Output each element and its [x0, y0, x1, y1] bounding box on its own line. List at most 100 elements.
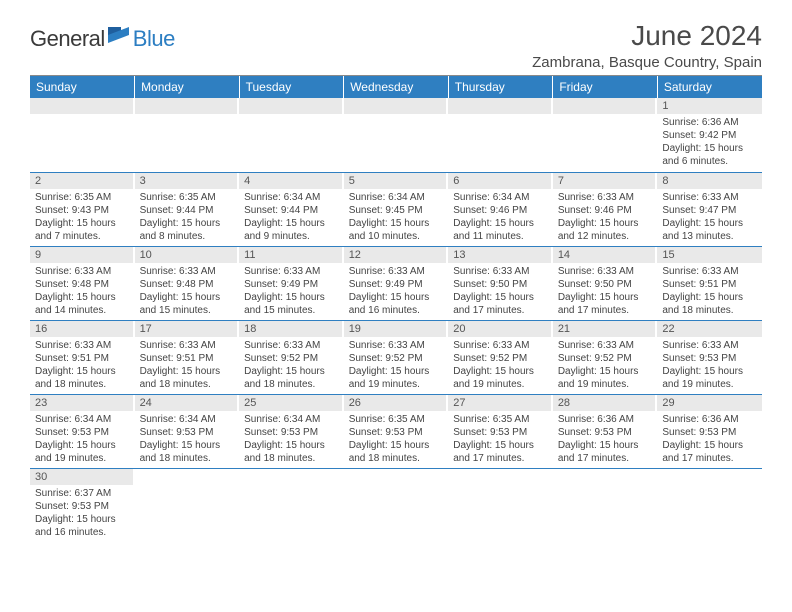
day-number: [30, 98, 134, 114]
daylight-text-1: Daylight: 15 hours: [244, 291, 338, 304]
day-number: [448, 98, 552, 114]
calendar-cell: 9Sunrise: 6:33 AMSunset: 9:48 PMDaylight…: [30, 246, 135, 320]
day-number: 13: [448, 247, 552, 263]
header: General Blue June 2024 Zambrana, Basque …: [30, 20, 762, 71]
day-number: 2: [30, 173, 134, 189]
calendar-cell: 17Sunrise: 6:33 AMSunset: 9:51 PMDayligh…: [135, 320, 240, 394]
daylight-text-1: Daylight: 15 hours: [453, 365, 547, 378]
day-details: Sunrise: 6:36 AMSunset: 9:53 PMDaylight:…: [553, 411, 657, 468]
sunset-text: Sunset: 9:50 PM: [558, 278, 652, 291]
sunrise-text: Sunrise: 6:33 AM: [35, 339, 129, 352]
logo-text-blue: Blue: [133, 26, 175, 52]
daylight-text-1: Daylight: 15 hours: [35, 365, 129, 378]
sunrise-text: Sunrise: 6:33 AM: [558, 191, 652, 204]
day-details: Sunrise: 6:33 AMSunset: 9:46 PMDaylight:…: [553, 189, 657, 246]
day-number: 30: [30, 469, 134, 485]
daylight-text-2: and 19 minutes.: [349, 378, 443, 391]
sunrise-text: Sunrise: 6:33 AM: [349, 265, 443, 278]
daylight-text-1: Daylight: 15 hours: [453, 217, 547, 230]
calendar-cell: 27Sunrise: 6:35 AMSunset: 9:53 PMDayligh…: [448, 394, 553, 468]
calendar-cell: 3Sunrise: 6:35 AMSunset: 9:44 PMDaylight…: [135, 172, 240, 246]
day-details: Sunrise: 6:33 AMSunset: 9:50 PMDaylight:…: [448, 263, 552, 320]
weekday-header-row: Sunday Monday Tuesday Wednesday Thursday…: [30, 76, 762, 98]
calendar-cell: 10Sunrise: 6:33 AMSunset: 9:48 PMDayligh…: [135, 246, 240, 320]
sunset-text: Sunset: 9:53 PM: [662, 352, 757, 365]
calendar-cell: [657, 468, 762, 542]
calendar-week-row: 9Sunrise: 6:33 AMSunset: 9:48 PMDaylight…: [30, 246, 762, 320]
day-number: 3: [135, 173, 239, 189]
daylight-text-1: Daylight: 15 hours: [244, 439, 338, 452]
daylight-text-2: and 17 minutes.: [453, 452, 547, 465]
day-number: 25: [239, 395, 343, 411]
sunset-text: Sunset: 9:52 PM: [453, 352, 547, 365]
calendar-cell: 11Sunrise: 6:33 AMSunset: 9:49 PMDayligh…: [239, 246, 344, 320]
daylight-text-2: and 15 minutes.: [140, 304, 234, 317]
daylight-text-1: Daylight: 15 hours: [244, 365, 338, 378]
daylight-text-2: and 10 minutes.: [349, 230, 443, 243]
calendar-cell: 18Sunrise: 6:33 AMSunset: 9:52 PMDayligh…: [239, 320, 344, 394]
day-details: Sunrise: 6:35 AMSunset: 9:44 PMDaylight:…: [135, 189, 239, 246]
sunset-text: Sunset: 9:45 PM: [349, 204, 443, 217]
day-number: 22: [657, 321, 762, 337]
calendar-cell: 20Sunrise: 6:33 AMSunset: 9:52 PMDayligh…: [448, 320, 553, 394]
daylight-text-2: and 16 minutes.: [349, 304, 443, 317]
calendar-cell: [135, 98, 240, 172]
day-number: 11: [239, 247, 343, 263]
daylight-text-2: and 18 minutes.: [35, 378, 129, 391]
daylight-text-2: and 7 minutes.: [35, 230, 129, 243]
day-number: 4: [239, 173, 343, 189]
day-details: Sunrise: 6:34 AMSunset: 9:44 PMDaylight:…: [239, 189, 343, 246]
weekday-sunday: Sunday: [30, 76, 135, 98]
daylight-text-1: Daylight: 15 hours: [140, 439, 234, 452]
day-details: Sunrise: 6:34 AMSunset: 9:53 PMDaylight:…: [135, 411, 239, 468]
daylight-text-2: and 11 minutes.: [453, 230, 547, 243]
day-details: Sunrise: 6:33 AMSunset: 9:51 PMDaylight:…: [135, 337, 239, 394]
daylight-text-2: and 18 minutes.: [140, 378, 234, 391]
sunrise-text: Sunrise: 6:33 AM: [558, 265, 652, 278]
day-number: 8: [657, 173, 762, 189]
day-details: Sunrise: 6:33 AMSunset: 9:51 PMDaylight:…: [30, 337, 134, 394]
calendar-cell: 12Sunrise: 6:33 AMSunset: 9:49 PMDayligh…: [344, 246, 449, 320]
day-number: 29: [657, 395, 762, 411]
day-details: Sunrise: 6:35 AMSunset: 9:53 PMDaylight:…: [448, 411, 552, 468]
calendar-cell: 29Sunrise: 6:36 AMSunset: 9:53 PMDayligh…: [657, 394, 762, 468]
daylight-text-1: Daylight: 15 hours: [453, 439, 547, 452]
sunrise-text: Sunrise: 6:34 AM: [453, 191, 547, 204]
day-details: Sunrise: 6:33 AMSunset: 9:52 PMDaylight:…: [344, 337, 448, 394]
daylight-text-2: and 19 minutes.: [35, 452, 129, 465]
calendar-page: General Blue June 2024 Zambrana, Basque …: [0, 0, 792, 562]
month-title: June 2024: [532, 20, 762, 52]
sunrise-text: Sunrise: 6:34 AM: [35, 413, 129, 426]
sunset-text: Sunset: 9:49 PM: [244, 278, 338, 291]
sunrise-text: Sunrise: 6:35 AM: [349, 413, 443, 426]
calendar-cell: 7Sunrise: 6:33 AMSunset: 9:46 PMDaylight…: [553, 172, 658, 246]
daylight-text-1: Daylight: 15 hours: [558, 365, 652, 378]
calendar-cell: 26Sunrise: 6:35 AMSunset: 9:53 PMDayligh…: [344, 394, 449, 468]
calendar-cell: [448, 468, 553, 542]
sunrise-text: Sunrise: 6:33 AM: [558, 339, 652, 352]
day-number: 19: [344, 321, 448, 337]
day-details: Sunrise: 6:33 AMSunset: 9:48 PMDaylight:…: [135, 263, 239, 320]
weekday-wednesday: Wednesday: [344, 76, 449, 98]
calendar-body: 1Sunrise: 6:36 AMSunset: 9:42 PMDaylight…: [30, 98, 762, 542]
calendar-cell: 5Sunrise: 6:34 AMSunset: 9:45 PMDaylight…: [344, 172, 449, 246]
sunrise-text: Sunrise: 6:34 AM: [349, 191, 443, 204]
daylight-text-1: Daylight: 15 hours: [453, 291, 547, 304]
day-number: 27: [448, 395, 552, 411]
sunrise-text: Sunrise: 6:33 AM: [140, 265, 234, 278]
calendar-week-row: 16Sunrise: 6:33 AMSunset: 9:51 PMDayligh…: [30, 320, 762, 394]
calendar-cell: [239, 98, 344, 172]
day-details: Sunrise: 6:33 AMSunset: 9:52 PMDaylight:…: [239, 337, 343, 394]
sunrise-text: Sunrise: 6:36 AM: [662, 413, 757, 426]
sunset-text: Sunset: 9:50 PM: [453, 278, 547, 291]
calendar-cell: [553, 98, 658, 172]
day-details: Sunrise: 6:36 AMSunset: 9:53 PMDaylight:…: [657, 411, 762, 468]
sunset-text: Sunset: 9:53 PM: [453, 426, 547, 439]
daylight-text-1: Daylight: 15 hours: [35, 513, 129, 526]
day-number: 10: [135, 247, 239, 263]
day-details: Sunrise: 6:33 AMSunset: 9:52 PMDaylight:…: [553, 337, 657, 394]
day-number: 5: [344, 173, 448, 189]
daylight-text-2: and 19 minutes.: [558, 378, 652, 391]
calendar-cell: 13Sunrise: 6:33 AMSunset: 9:50 PMDayligh…: [448, 246, 553, 320]
day-number: 24: [135, 395, 239, 411]
